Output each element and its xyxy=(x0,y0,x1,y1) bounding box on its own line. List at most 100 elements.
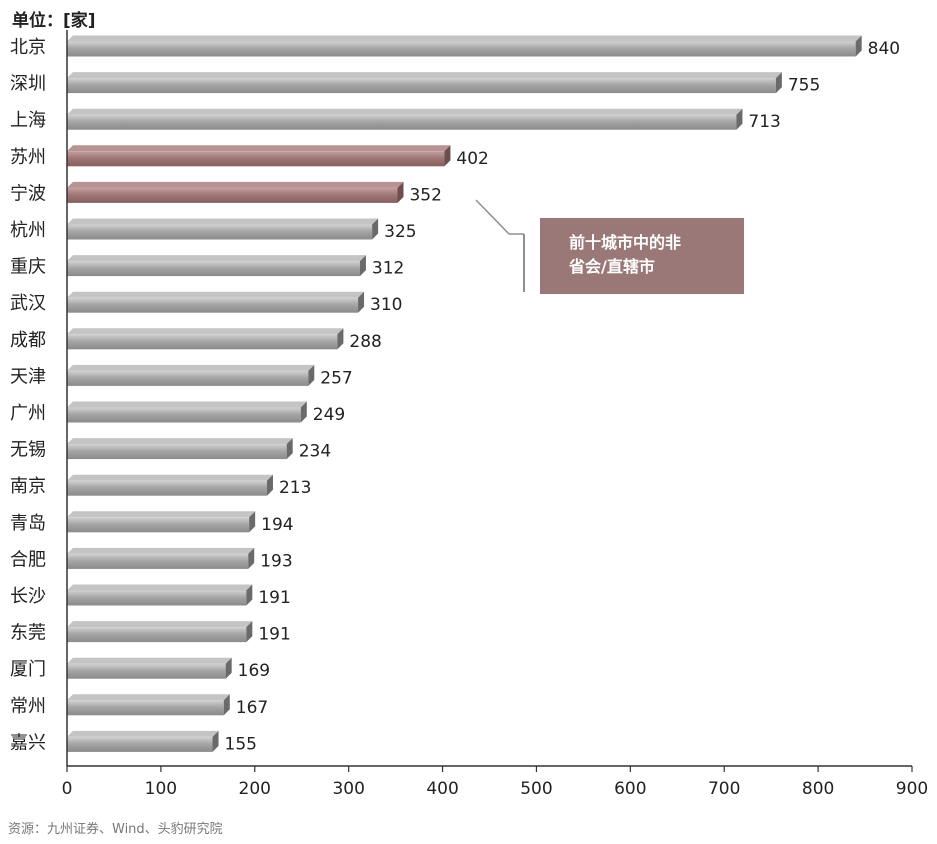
bar xyxy=(67,41,856,57)
x-tick-label: 0 xyxy=(62,779,73,799)
bar-top-face xyxy=(67,181,404,188)
callout-box: 前十城市中的非 省会/直辖市 xyxy=(540,218,744,294)
bar xyxy=(67,700,224,716)
bar-side-face xyxy=(286,438,293,460)
callout-line-2: 省会/直辖市 xyxy=(569,257,655,276)
data-label: 310 xyxy=(370,295,402,315)
category-label: 宁波 xyxy=(10,183,46,204)
bar-top-face xyxy=(67,438,293,445)
x-tick-label: 600 xyxy=(614,779,646,799)
x-tick-label: 200 xyxy=(239,779,271,799)
bar-side-face xyxy=(246,584,253,606)
category-label: 长沙 xyxy=(10,586,46,607)
bar-side-face xyxy=(397,181,404,203)
category-label: 嘉兴 xyxy=(10,732,46,753)
bar-top-face xyxy=(67,621,253,628)
bar-side-face xyxy=(775,72,782,94)
category-label: 南京 xyxy=(10,476,46,497)
bar-side-face xyxy=(337,328,344,350)
bar-side-face xyxy=(358,291,365,313)
bar-side-face xyxy=(736,108,743,130)
bar xyxy=(67,187,398,203)
bar-side-face xyxy=(223,694,230,716)
category-label: 北京 xyxy=(10,37,46,58)
bar-top-face xyxy=(67,474,273,481)
data-label: 352 xyxy=(409,185,441,205)
bar-top-face xyxy=(67,364,315,371)
bar xyxy=(67,480,267,496)
bar xyxy=(67,553,249,569)
category-label: 厦门 xyxy=(10,659,46,680)
bar-top-face xyxy=(67,108,743,115)
bar-side-face xyxy=(212,730,219,752)
data-label: 713 xyxy=(748,112,780,132)
bar-top-face xyxy=(67,657,232,664)
bar-top-face xyxy=(67,255,366,262)
bar-top-face xyxy=(67,694,230,701)
category-label: 无锡 xyxy=(10,440,46,461)
x-tick-label: 300 xyxy=(332,779,364,799)
bar-top-face xyxy=(67,328,344,335)
bar-side-face xyxy=(266,474,273,496)
data-label: 249 xyxy=(313,405,345,425)
bar xyxy=(67,297,359,313)
category-label: 成都 xyxy=(10,330,46,351)
callout-connector xyxy=(475,199,510,235)
bar xyxy=(67,370,309,386)
category-label: 武汉 xyxy=(10,293,46,314)
unit-label: 单位：[家] xyxy=(12,11,96,31)
bar-top-face xyxy=(67,584,253,591)
x-tick-label: 100 xyxy=(145,779,177,799)
data-label: 194 xyxy=(261,515,293,535)
category-label: 常州 xyxy=(10,696,46,717)
category-label: 上海 xyxy=(10,110,46,131)
bar-top-face xyxy=(67,291,365,298)
bar-top-face xyxy=(67,547,255,554)
axes-group: 北京深圳上海苏州宁波杭州重庆武汉成都天津广州无锡南京青岛合肥长沙东莞厦门常州嘉兴… xyxy=(10,30,928,799)
data-label: 755 xyxy=(788,76,820,96)
bar xyxy=(67,663,226,679)
bar-top-face xyxy=(67,72,782,79)
bar xyxy=(67,444,287,460)
x-tick-label: 400 xyxy=(426,779,458,799)
bar-side-face xyxy=(855,35,862,57)
bar xyxy=(67,114,737,130)
bar xyxy=(67,517,250,533)
bar xyxy=(67,334,338,350)
data-label: 234 xyxy=(299,442,331,462)
category-label: 青岛 xyxy=(10,513,46,534)
data-label: 191 xyxy=(258,588,290,608)
bars-group: 840 755 713 402 352 325 312 310 288 257 249 234 213 1… xyxy=(67,35,900,754)
data-label: 213 xyxy=(279,478,311,498)
data-label: 191 xyxy=(258,625,290,645)
x-tick-label: 900 xyxy=(896,779,928,799)
bar xyxy=(67,407,301,423)
bar xyxy=(67,151,445,167)
bar-top-face xyxy=(67,218,379,225)
data-label: 193 xyxy=(260,551,292,571)
data-label: 155 xyxy=(225,734,257,754)
source-note: 资源：九州证券、Wind、头豹研究院 xyxy=(8,822,223,837)
category-label: 天津 xyxy=(10,366,46,387)
bar xyxy=(67,261,360,277)
bar-side-face xyxy=(444,145,451,167)
x-tick-label: 800 xyxy=(802,779,834,799)
category-label: 东莞 xyxy=(10,623,46,644)
x-tick-label: 700 xyxy=(708,779,740,799)
bar xyxy=(67,736,213,752)
data-label: 167 xyxy=(236,698,268,718)
bar-top-face xyxy=(67,730,219,737)
category-label: 深圳 xyxy=(10,74,46,95)
bar-top-face xyxy=(67,511,256,518)
bar-top-face xyxy=(67,145,451,152)
bar-side-face xyxy=(225,657,232,679)
category-label: 合肥 xyxy=(10,549,46,570)
x-tick-label: 500 xyxy=(520,779,552,799)
data-label: 402 xyxy=(456,149,488,169)
bar xyxy=(67,78,776,94)
bar-side-face xyxy=(249,511,256,533)
callout-line-1: 前十城市中的非 xyxy=(569,233,682,252)
data-label: 325 xyxy=(384,222,416,242)
bar xyxy=(67,224,373,240)
